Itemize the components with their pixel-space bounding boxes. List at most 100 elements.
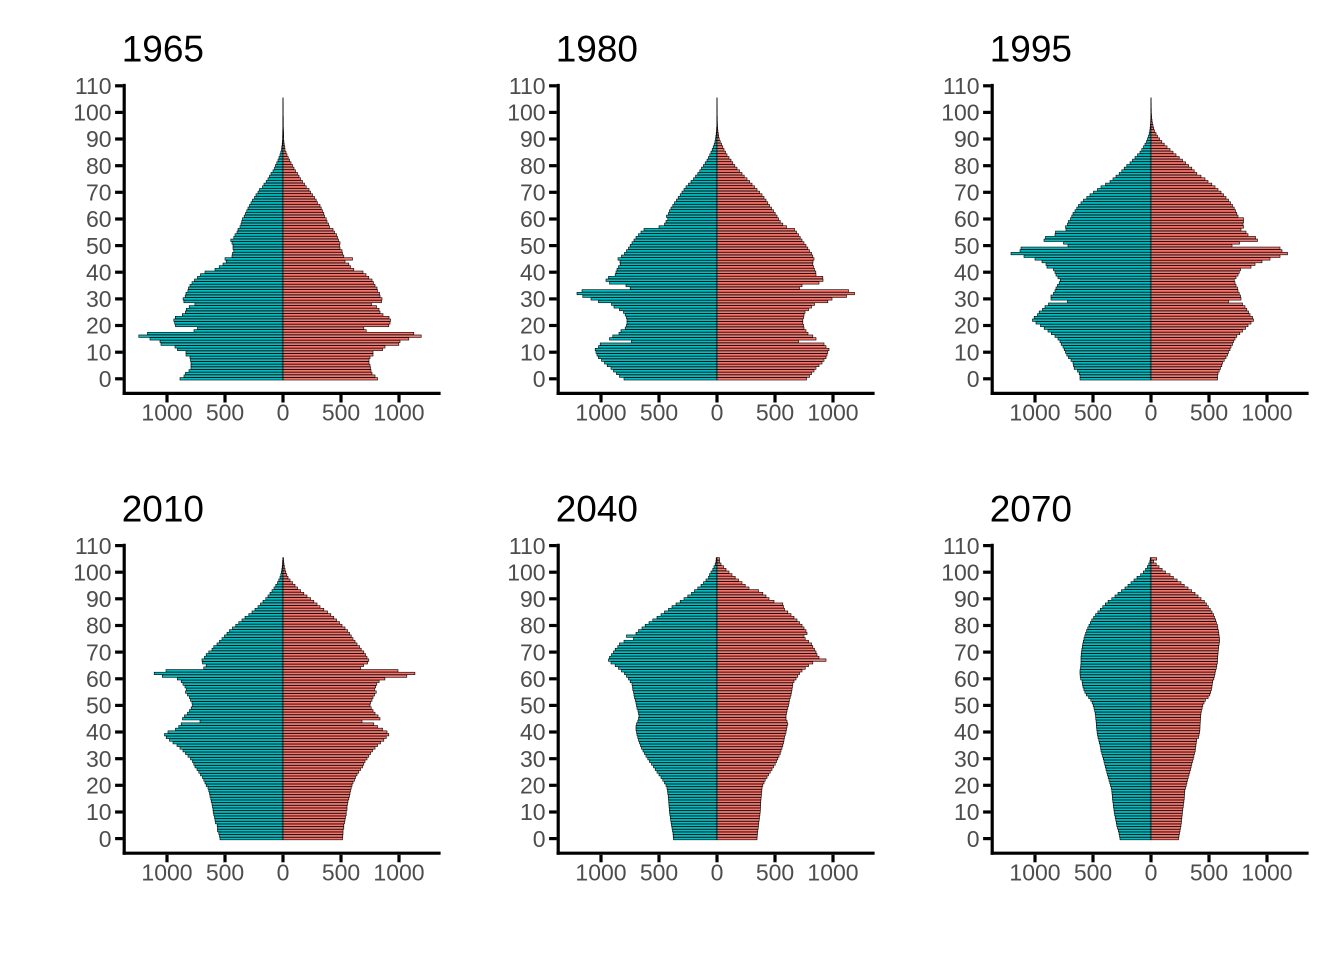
svg-text:10: 10 xyxy=(954,799,980,825)
svg-text:20: 20 xyxy=(520,773,546,799)
svg-text:110: 110 xyxy=(75,533,112,559)
svg-text:1980: 1980 xyxy=(556,29,638,70)
svg-text:80: 80 xyxy=(86,153,112,179)
svg-text:40: 40 xyxy=(520,719,546,745)
svg-text:1000: 1000 xyxy=(1009,859,1060,885)
svg-text:60: 60 xyxy=(954,666,980,692)
svg-text:80: 80 xyxy=(520,613,546,639)
svg-text:500: 500 xyxy=(1074,400,1112,426)
svg-text:90: 90 xyxy=(520,586,546,612)
svg-text:60: 60 xyxy=(520,206,546,232)
svg-text:1000: 1000 xyxy=(373,859,424,885)
svg-text:80: 80 xyxy=(954,153,980,179)
svg-text:0: 0 xyxy=(277,859,290,885)
svg-text:30: 30 xyxy=(86,286,112,312)
svg-text:70: 70 xyxy=(520,639,546,665)
svg-text:10: 10 xyxy=(520,339,546,365)
svg-text:80: 80 xyxy=(86,613,112,639)
svg-text:100: 100 xyxy=(507,559,545,585)
svg-text:50: 50 xyxy=(520,693,546,719)
svg-text:1000: 1000 xyxy=(141,859,192,885)
svg-text:100: 100 xyxy=(73,559,111,585)
svg-text:30: 30 xyxy=(520,286,546,312)
svg-text:500: 500 xyxy=(206,400,244,426)
svg-text:1000: 1000 xyxy=(1241,859,1292,885)
svg-text:10: 10 xyxy=(86,339,112,365)
svg-text:110: 110 xyxy=(943,533,980,559)
svg-text:50: 50 xyxy=(86,233,112,259)
svg-text:0: 0 xyxy=(1145,859,1158,885)
svg-text:500: 500 xyxy=(322,400,360,426)
svg-text:50: 50 xyxy=(520,233,546,259)
svg-text:500: 500 xyxy=(640,859,678,885)
svg-text:40: 40 xyxy=(954,259,980,285)
svg-text:30: 30 xyxy=(954,746,980,772)
svg-text:40: 40 xyxy=(954,719,980,745)
svg-text:1000: 1000 xyxy=(1241,400,1292,426)
svg-text:500: 500 xyxy=(756,400,794,426)
svg-text:0: 0 xyxy=(99,366,112,392)
svg-text:500: 500 xyxy=(1190,859,1228,885)
svg-text:40: 40 xyxy=(86,259,112,285)
svg-text:110: 110 xyxy=(509,73,546,99)
svg-text:80: 80 xyxy=(520,153,546,179)
svg-text:50: 50 xyxy=(954,693,980,719)
svg-text:0: 0 xyxy=(533,366,546,392)
svg-text:1000: 1000 xyxy=(373,400,424,426)
svg-text:90: 90 xyxy=(86,586,112,612)
svg-text:90: 90 xyxy=(520,126,546,152)
svg-text:60: 60 xyxy=(86,666,112,692)
svg-text:500: 500 xyxy=(1190,400,1228,426)
svg-text:0: 0 xyxy=(99,826,112,852)
svg-text:500: 500 xyxy=(640,400,678,426)
svg-text:1000: 1000 xyxy=(1009,400,1060,426)
svg-text:500: 500 xyxy=(206,859,244,885)
svg-text:0: 0 xyxy=(277,400,290,426)
svg-text:20: 20 xyxy=(86,313,112,339)
svg-text:0: 0 xyxy=(533,826,546,852)
svg-text:500: 500 xyxy=(756,859,794,885)
svg-text:70: 70 xyxy=(954,639,980,665)
svg-text:0: 0 xyxy=(711,400,724,426)
svg-text:70: 70 xyxy=(520,180,546,206)
svg-text:20: 20 xyxy=(520,313,546,339)
svg-text:90: 90 xyxy=(954,586,980,612)
svg-text:110: 110 xyxy=(75,73,112,99)
svg-text:500: 500 xyxy=(322,859,360,885)
svg-text:100: 100 xyxy=(73,100,111,126)
svg-text:10: 10 xyxy=(520,799,546,825)
svg-text:1000: 1000 xyxy=(575,400,626,426)
svg-text:40: 40 xyxy=(520,259,546,285)
svg-text:90: 90 xyxy=(86,126,112,152)
svg-text:1000: 1000 xyxy=(575,859,626,885)
svg-text:60: 60 xyxy=(520,666,546,692)
svg-text:1995: 1995 xyxy=(990,29,1072,70)
svg-text:50: 50 xyxy=(86,693,112,719)
svg-text:1965: 1965 xyxy=(122,29,204,70)
svg-text:0: 0 xyxy=(967,366,980,392)
svg-text:50: 50 xyxy=(954,233,980,259)
svg-text:60: 60 xyxy=(954,206,980,232)
svg-text:90: 90 xyxy=(954,126,980,152)
svg-text:30: 30 xyxy=(86,746,112,772)
svg-text:0: 0 xyxy=(967,826,980,852)
svg-text:70: 70 xyxy=(86,639,112,665)
svg-text:10: 10 xyxy=(954,339,980,365)
svg-text:0: 0 xyxy=(711,859,724,885)
svg-text:70: 70 xyxy=(954,180,980,206)
svg-text:110: 110 xyxy=(509,533,546,559)
svg-text:40: 40 xyxy=(86,719,112,745)
svg-text:0: 0 xyxy=(1145,400,1158,426)
svg-text:30: 30 xyxy=(520,746,546,772)
svg-text:20: 20 xyxy=(954,313,980,339)
svg-text:1000: 1000 xyxy=(807,400,858,426)
svg-text:30: 30 xyxy=(954,286,980,312)
svg-text:1000: 1000 xyxy=(807,859,858,885)
svg-text:2070: 2070 xyxy=(990,488,1072,529)
svg-text:20: 20 xyxy=(86,773,112,799)
svg-text:100: 100 xyxy=(507,100,545,126)
svg-text:10: 10 xyxy=(86,799,112,825)
svg-text:20: 20 xyxy=(954,773,980,799)
svg-text:2040: 2040 xyxy=(556,488,638,529)
svg-text:2010: 2010 xyxy=(122,488,204,529)
